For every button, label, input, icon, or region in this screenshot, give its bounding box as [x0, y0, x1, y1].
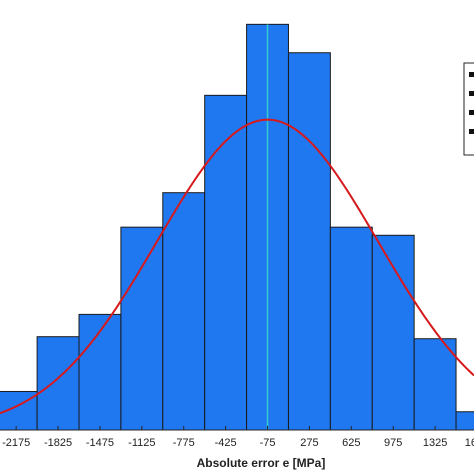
- normal-fit-curve: [0, 118, 474, 415]
- histogram-bar: [329, 226, 373, 431]
- histogram-bar: [120, 226, 164, 431]
- histogram-bar: [78, 313, 122, 431]
- histogram-bar: [413, 338, 457, 431]
- legend-marker: [469, 110, 474, 115]
- x-tick-label: -2175: [2, 437, 30, 449]
- x-tick-label: 975: [384, 437, 402, 449]
- histogram-bar: [287, 52, 331, 431]
- histogram-bar: [371, 234, 415, 431]
- legend-marker: [469, 72, 474, 77]
- x-axis-ticks: -2175 -1825 -1475 -1125 -775 -425 -75 275 625 975…: [2, 426, 474, 449]
- x-tick-label: 275: [300, 437, 318, 449]
- x-tick-label: 625: [342, 437, 360, 449]
- histogram-bar: [162, 192, 206, 431]
- legend-marker: [469, 129, 474, 134]
- x-tick-label: -75: [260, 437, 276, 449]
- legend-box: [463, 62, 474, 156]
- x-tick-label: -1475: [86, 437, 114, 449]
- legend: [463, 62, 474, 156]
- x-axis-label: Absolute error e [MPa]: [197, 456, 326, 470]
- histogram-bar: [455, 411, 474, 431]
- histogram-bar: [36, 336, 80, 431]
- x-tick-label: -1125: [128, 437, 155, 449]
- legend-marker: [469, 91, 474, 96]
- x-tick-label: -425: [215, 437, 237, 449]
- x-tick-label: -775: [173, 437, 195, 449]
- x-tick-label: -1825: [44, 437, 72, 449]
- x-tick-label: 1675: [465, 437, 474, 449]
- histogram-bar: [204, 94, 248, 431]
- x-tick-label: 1325: [423, 437, 447, 449]
